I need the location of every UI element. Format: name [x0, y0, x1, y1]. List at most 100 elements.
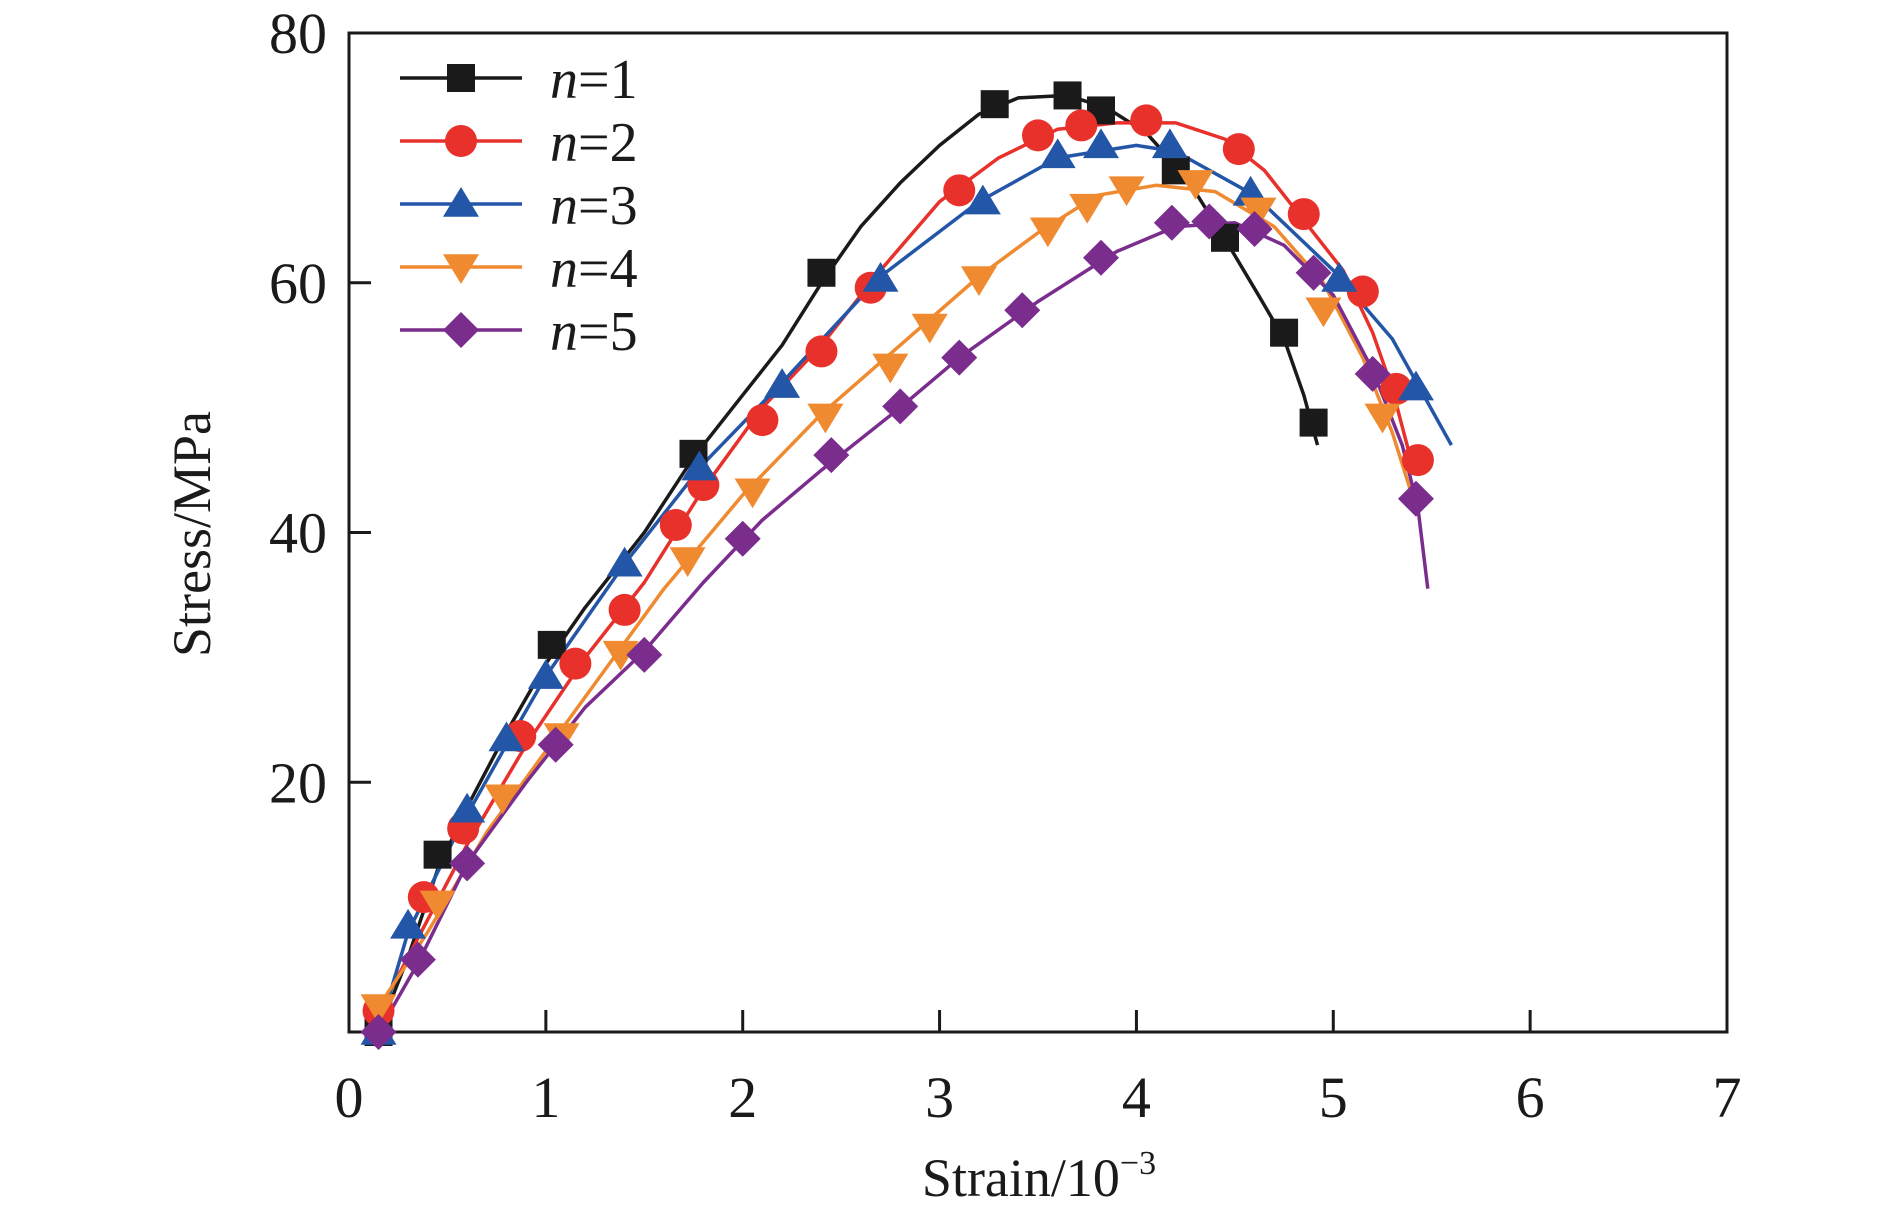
data-point-n3 — [1397, 370, 1434, 401]
data-point-n5 — [1236, 211, 1273, 248]
series-line-n2 — [376, 121, 1414, 1015]
data-point-n4 — [807, 403, 844, 434]
data-point-n2 — [1130, 104, 1163, 137]
x-axis-label: Strain/10−3 — [922, 1145, 1156, 1208]
y-tick-label: 80 — [269, 1, 327, 66]
data-point-n1 — [807, 258, 836, 287]
data-point-n3 — [764, 368, 801, 398]
data-point-n3 — [1039, 138, 1076, 169]
data-point-n2 — [805, 335, 838, 368]
x-tick-label: 2 — [728, 1065, 757, 1130]
legend-value: =3 — [578, 175, 638, 237]
legend-variable: n — [550, 238, 578, 300]
x-axis-label-base: Strain/10 — [922, 1148, 1120, 1208]
series-line-n3 — [376, 143, 1453, 1033]
data-point-n4 — [360, 994, 397, 1025]
x-tick-label: 7 — [1713, 1065, 1742, 1130]
data-point-n4 — [1069, 193, 1106, 224]
data-point-n5 — [399, 941, 436, 978]
data-point-n5 — [360, 1014, 397, 1050]
data-point-n5 — [1153, 204, 1190, 241]
legend: n=1n=2n=3n=4n=5 — [400, 49, 638, 363]
data-point-n4 — [911, 313, 948, 344]
legend-value: =4 — [578, 238, 638, 300]
legend-marker-n3 — [443, 187, 479, 217]
data-point-n3 — [1151, 128, 1188, 159]
data-point-n3 — [862, 262, 899, 292]
data-point-n3 — [449, 792, 486, 823]
data-point-n2 — [746, 404, 779, 437]
data-point-n4 — [484, 784, 521, 815]
y-tick-label: 20 — [269, 750, 327, 815]
series-line-n4 — [377, 183, 1414, 1008]
data-point-n5 — [724, 520, 761, 557]
legend-variable: n — [550, 301, 578, 363]
data-point-n3 — [681, 450, 718, 481]
data-point-n3 — [964, 184, 1001, 215]
data-point-n1 — [1299, 408, 1328, 437]
y-tick-label: 40 — [269, 501, 327, 566]
data-point-n2 — [1287, 198, 1320, 231]
legend-label-n3: n=3 — [550, 175, 638, 237]
x-axis-label-exponent: −3 — [1120, 1145, 1156, 1182]
data-point-n4 — [1177, 170, 1214, 200]
legend-marker-n5 — [443, 312, 479, 348]
data-point-n5 — [1354, 355, 1391, 392]
legend-marker-n1 — [447, 64, 475, 92]
data-point-n4 — [872, 353, 909, 384]
data-point-n2 — [1401, 444, 1434, 477]
data-point-n5 — [626, 636, 663, 673]
data-point-n5 — [882, 388, 919, 425]
data-point-n1 — [1270, 318, 1299, 347]
series-markers — [360, 81, 1434, 1050]
data-point-n4 — [1029, 217, 1066, 248]
data-point-n3 — [390, 908, 427, 939]
data-point-n4 — [1240, 197, 1277, 228]
legend-marker-n4 — [443, 254, 479, 284]
x-tick-label: 0 — [335, 1065, 364, 1130]
data-point-n3 — [1321, 262, 1358, 292]
data-point-n5 — [1004, 292, 1041, 329]
data-point-n1 — [1053, 81, 1082, 110]
data-point-n3 — [1082, 128, 1119, 159]
data-point-n5 — [1191, 203, 1228, 240]
legend-variable: n — [550, 49, 578, 111]
data-point-n4 — [734, 478, 771, 509]
data-point-n2 — [659, 509, 692, 542]
data-point-n3 — [488, 721, 525, 752]
data-point-n2 — [943, 174, 976, 207]
y-tick-label: 60 — [269, 251, 327, 316]
y-axis-label: Stress/MPa — [162, 411, 222, 657]
x-tick-label: 5 — [1319, 1065, 1348, 1130]
data-point-n1 — [423, 840, 452, 869]
legend-value: =5 — [578, 301, 638, 363]
legend-label-n2: n=2 — [550, 112, 638, 174]
data-point-n4 — [602, 640, 639, 671]
data-point-n3 — [606, 546, 643, 577]
data-point-n1 — [537, 630, 566, 659]
data-point-n2 — [1222, 133, 1255, 166]
legend-variable: n — [550, 175, 578, 237]
data-point-n2 — [1065, 109, 1098, 142]
x-tick-label: 6 — [1516, 1065, 1545, 1130]
data-point-n5 — [1397, 480, 1434, 517]
legend-marker-n2 — [445, 125, 477, 157]
legend-value: =1 — [578, 49, 638, 111]
data-point-n2 — [559, 647, 592, 680]
data-point-n5 — [537, 726, 574, 763]
plot-frame — [347, 31, 1729, 1034]
legend-label-n4: n=4 — [550, 238, 638, 300]
series-lines — [376, 93, 1453, 1033]
legend-value: =2 — [578, 112, 638, 174]
legend-label-n5: n=5 — [550, 301, 638, 363]
axis-tick-labels: 0 1 2 3 4 5 6 7 20 40 60 80 — [269, 1, 1742, 1130]
data-point-n4 — [960, 266, 997, 297]
data-point-n4 — [1364, 403, 1401, 434]
legend-label-n1: n=1 — [550, 49, 638, 111]
data-point-n1 — [980, 90, 1009, 119]
data-point-n5 — [1082, 239, 1119, 276]
data-point-n5 — [449, 845, 486, 882]
x-tick-label: 3 — [925, 1065, 954, 1130]
data-point-n2 — [1022, 119, 1054, 152]
